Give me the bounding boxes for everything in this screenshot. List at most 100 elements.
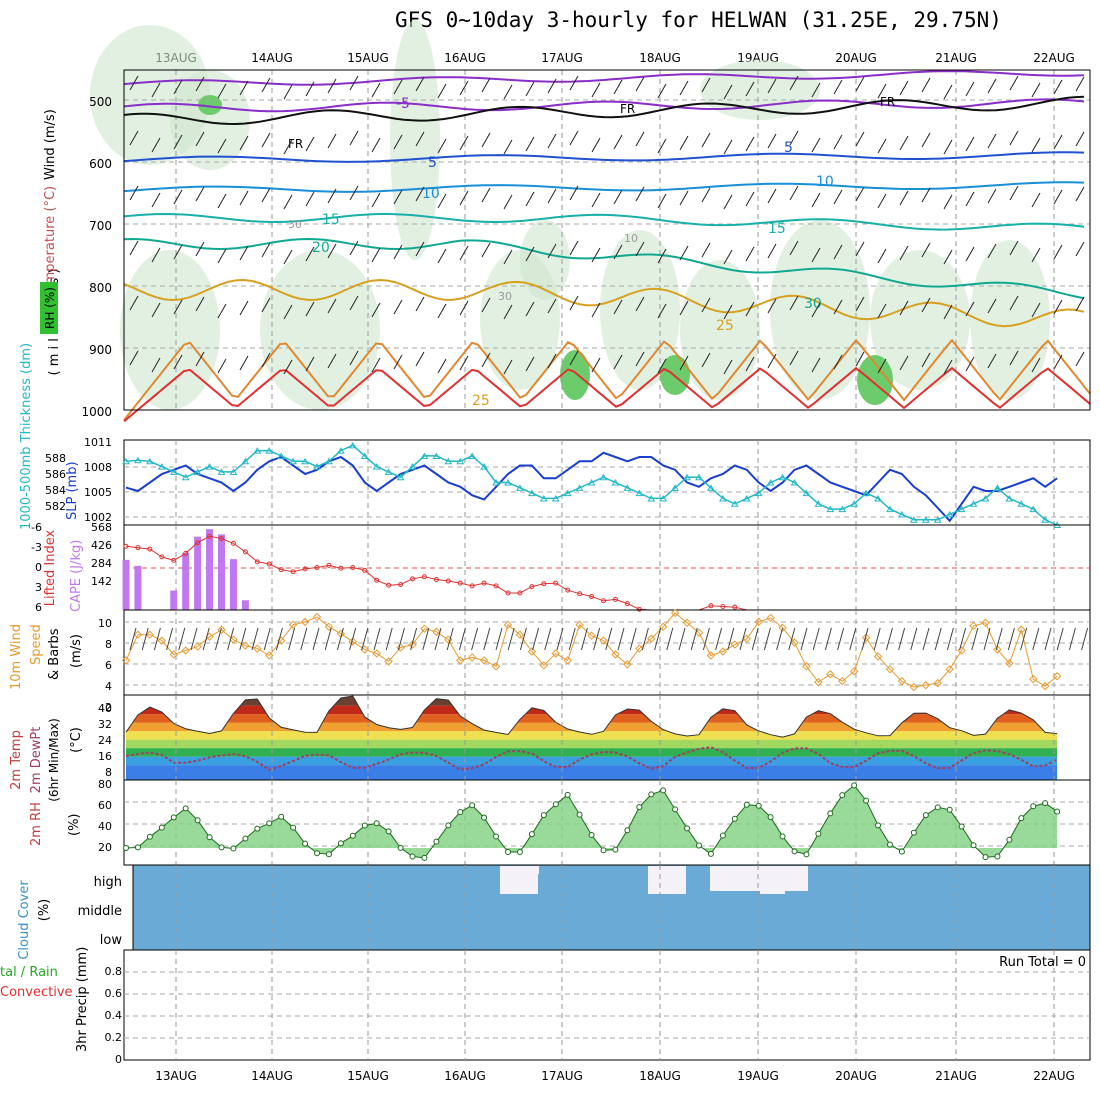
wind10-point: [599, 636, 608, 645]
upper-wind-barb: [173, 189, 183, 205]
rh-point: [564, 791, 571, 798]
upper-wind-barb: [305, 301, 315, 317]
upper-wind-barb: [767, 298, 777, 314]
wind10-barb: [983, 627, 991, 651]
date-label-top: 22AUG: [1033, 51, 1075, 65]
upper-wind-barb: [1031, 357, 1041, 373]
date-label-bottom: 15AUG: [347, 1069, 389, 1083]
rh-point: [528, 831, 535, 838]
run-total-label: Run Total = 0: [999, 955, 1086, 970]
wind10-barb: [995, 627, 1003, 651]
thickness-point: [348, 441, 357, 449]
ylabel-precip: 3hr Precip (mm): [75, 947, 90, 1052]
upper-wind-barb: [481, 132, 491, 148]
cloud-high-patch: [760, 866, 785, 894]
li-point: [589, 594, 595, 600]
li-point: [290, 569, 296, 575]
wind10-barb: [666, 627, 674, 651]
thickness-point: [444, 457, 453, 465]
upper-wind-barb: [965, 246, 975, 262]
wind10-series-line: [125, 612, 1058, 688]
upper-wind-barb: [371, 192, 381, 208]
upper-wind-barb: [1053, 354, 1063, 370]
rh-tick-label: 20: [98, 841, 112, 854]
upper-wind-barb: [987, 243, 997, 259]
wind10-barb: [410, 627, 418, 651]
upper-wind-barb: [459, 355, 469, 371]
wind10-tick-label: 6: [105, 659, 112, 672]
upper-wind-barb: [1009, 240, 1019, 256]
upper-wind-barb: [679, 300, 689, 316]
wind10-barb: [202, 627, 210, 651]
ylabel-temp-unit: (°C): [69, 727, 84, 753]
rh-point: [696, 842, 702, 849]
upper-wind-barb: [701, 77, 711, 93]
date-label-top: 20AUG: [835, 51, 877, 65]
date-label-top: 17AUG: [541, 51, 583, 65]
rh-point: [970, 842, 977, 849]
ylabel-wind-unit: (m/s): [69, 634, 84, 668]
rh-point: [493, 833, 500, 840]
upper-wind-barb: [481, 242, 491, 258]
thickness-point: [480, 463, 489, 470]
wind10-point: [814, 677, 823, 687]
wind10-point: [181, 646, 190, 655]
li-point: [242, 549, 248, 555]
rh-point: [540, 812, 547, 819]
thickness-point: [850, 500, 859, 507]
thickness-point: [838, 505, 847, 513]
upper-wind-barb: [591, 357, 601, 373]
rh-point: [397, 844, 404, 851]
rh-point: [361, 822, 368, 829]
upper-wind-barb: [371, 357, 381, 373]
cape-bar: [229, 559, 237, 610]
wind10-barb: [959, 627, 967, 651]
upper-wind-barb: [393, 134, 403, 150]
upper-wind-barb: [965, 301, 975, 317]
wind10-barb: [263, 627, 271, 651]
rh-point: [755, 802, 762, 809]
thickness-point: [539, 494, 548, 502]
li-tick-label: -6: [31, 521, 42, 534]
date-label-bottom: 20AUG: [835, 1069, 877, 1083]
rh-point: [254, 825, 261, 832]
upper-wind-barb: [811, 247, 821, 263]
rh-point: [158, 824, 165, 831]
upper-wind-barb: [591, 82, 601, 98]
wind10-point: [969, 621, 978, 631]
wind10-point: [300, 617, 310, 627]
upper-wind-barb: [349, 350, 359, 366]
wind10-barb: [397, 627, 405, 651]
rh-point: [337, 840, 344, 847]
upper-wind-barb: [833, 189, 843, 205]
li-point: [171, 557, 177, 563]
wind10-barb: [763, 627, 771, 651]
upper-wind-barb: [151, 302, 161, 318]
temp-contour-p15: [123, 212, 1085, 231]
pressure-tick-label: 1000: [81, 405, 112, 419]
date-label-top: 14AUG: [251, 51, 293, 65]
temp-tick-label: 16: [98, 750, 112, 763]
thickness-point: [193, 468, 202, 475]
upper-wind-barb: [437, 138, 447, 154]
date-label-bottom: 16AUG: [444, 1069, 486, 1083]
upper-wind-barb: [437, 83, 447, 99]
upper-wind-barb: [569, 240, 579, 256]
wind10-barb: [812, 627, 820, 651]
temp-contour-m10: [123, 70, 1085, 86]
li-point: [338, 565, 344, 571]
wind10-barb: [849, 627, 857, 651]
rh-point: [194, 817, 201, 824]
wind10-barb: [129, 627, 137, 651]
precip-tick-label: 0.2: [105, 1031, 123, 1044]
upper-wind-barb: [679, 245, 689, 261]
upper-wind-barb: [987, 78, 997, 94]
wind10-barb: [593, 627, 601, 651]
wind10-barb: [824, 627, 832, 651]
upper-wind-barb: [525, 136, 535, 152]
cape-bar: [218, 534, 225, 610]
wind10-point: [897, 676, 907, 686]
upper-wind-barb: [239, 355, 249, 371]
upper-wind-barb: [503, 139, 513, 155]
wind10-point: [658, 622, 668, 632]
